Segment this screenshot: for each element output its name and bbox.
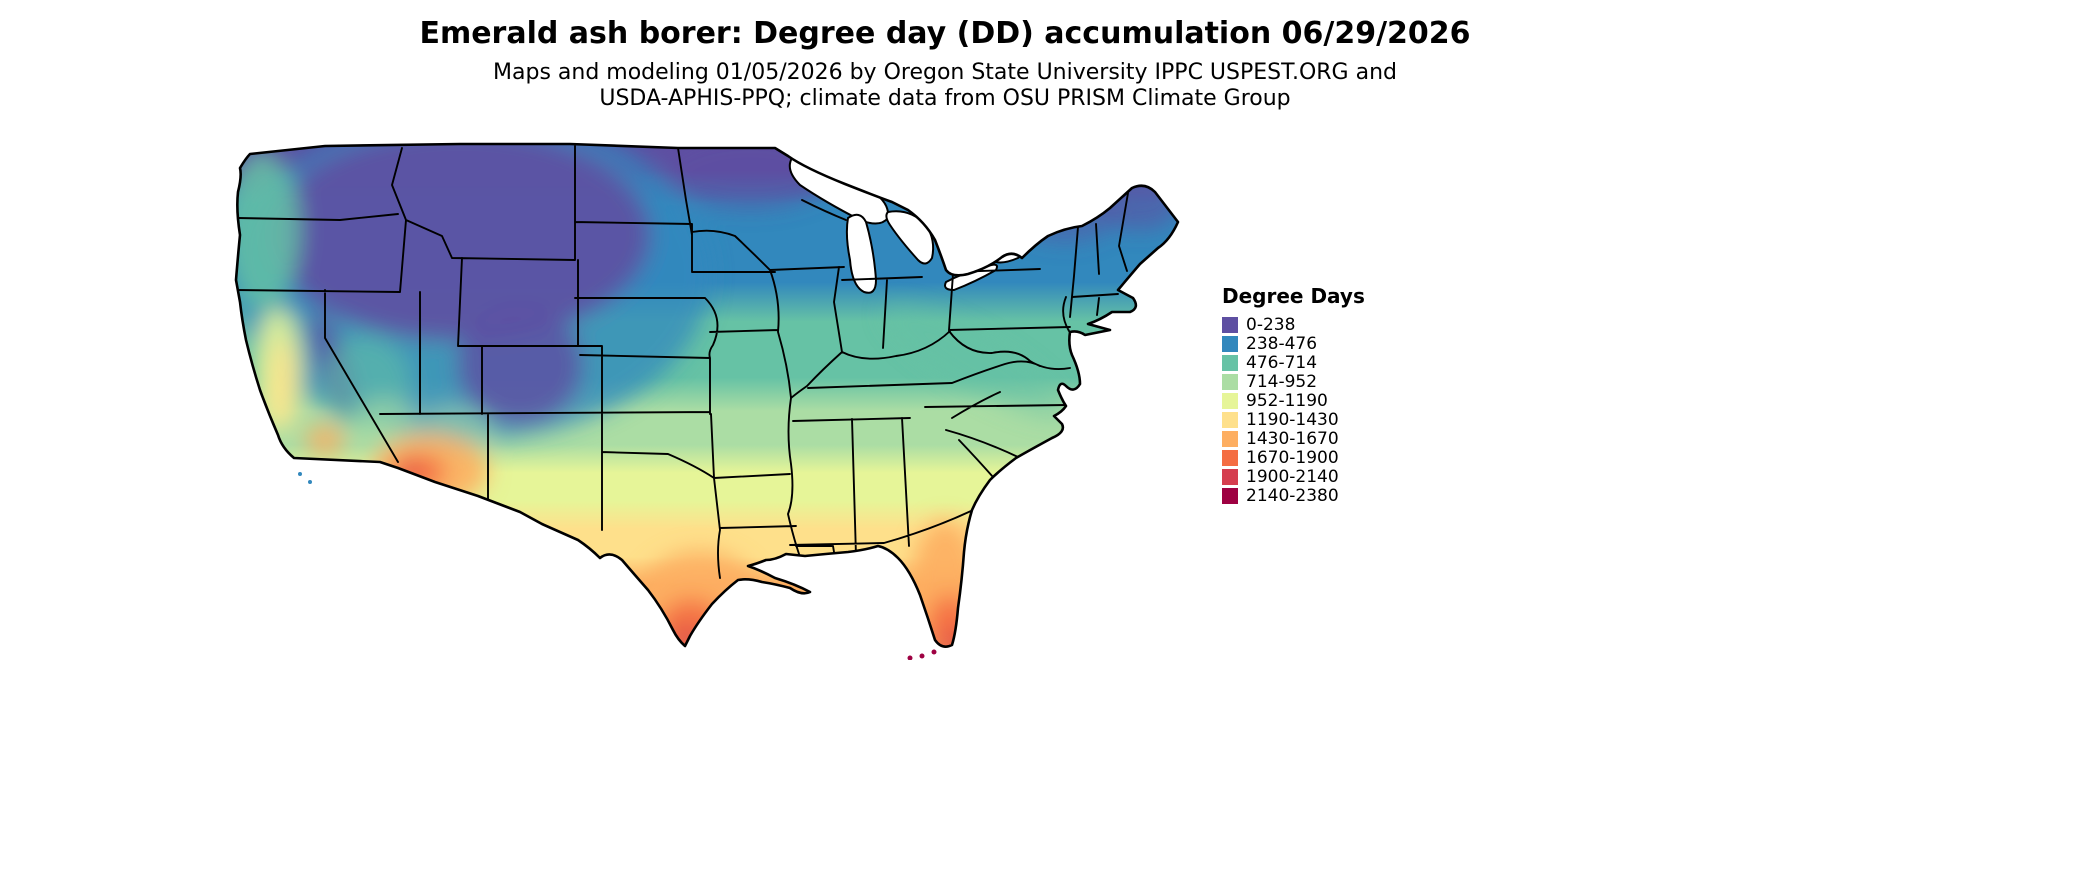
legend-label: 0-238	[1246, 315, 1296, 335]
island-dot	[308, 480, 312, 484]
pacific-nw-coast-teal	[236, 150, 300, 310]
legend-item: 476-714	[1222, 353, 1365, 373]
legend-swatch	[1222, 336, 1238, 352]
legend-item: 1430-1670	[1222, 429, 1365, 449]
legend-swatch	[1222, 393, 1238, 409]
legend-label: 1190-1430	[1246, 410, 1339, 430]
legend-label: 1670-1900	[1246, 448, 1339, 468]
south-texas-deep-orange	[658, 599, 724, 647]
figure-title: Emerald ash borer: Degree day (DD) accum…	[419, 16, 1471, 51]
colorado-rockies-purple	[458, 307, 582, 423]
channel-islands	[298, 472, 312, 484]
lake-michigan	[845, 213, 878, 294]
legend-swatch	[1222, 469, 1238, 485]
legend-item: 2140-2380	[1222, 486, 1365, 506]
keys-dot	[931, 649, 937, 655]
legend-label: 476-714	[1246, 353, 1318, 373]
california-valley-yellow	[268, 340, 296, 430]
legend-swatch	[1222, 450, 1238, 466]
florida-tip-red	[939, 633, 963, 647]
us-map-svg	[234, 142, 1180, 661]
us-degree-day-map	[230, 140, 1190, 661]
subtitle-line-2: USDA-APHIS-PPQ; climate data from OSU PR…	[599, 86, 1291, 111]
legend-swatch	[1222, 355, 1238, 371]
legend-label: 2140-2380	[1246, 486, 1339, 506]
subtitle-line-1: Maps and modeling 01/05/2026 by Oregon S…	[493, 60, 1397, 85]
mountain-west-purple-region	[270, 144, 650, 340]
legend-swatch	[1222, 488, 1238, 504]
legend-item: 714-952	[1222, 372, 1365, 392]
keys-dot	[919, 653, 925, 659]
legend-label: 952-1190	[1246, 391, 1328, 411]
legend-label: 1900-2140	[1246, 467, 1339, 487]
legend-swatch	[1222, 374, 1238, 390]
figure-subtitle: Maps and modeling 01/05/2026 by Oregon S…	[0, 60, 1890, 112]
legend-label: 238-476	[1246, 334, 1318, 354]
legend-swatch	[1222, 431, 1238, 447]
legend-swatch	[1222, 412, 1238, 428]
legend-item: 238-476	[1222, 334, 1365, 354]
legend-item: 1190-1430	[1222, 410, 1365, 430]
figure-header: Emerald ash borer: Degree day (DD) accum…	[0, 16, 1890, 112]
legend-item: 952-1190	[1222, 391, 1365, 411]
legend-label: 714-952	[1246, 372, 1318, 392]
legend-item: 1670-1900	[1222, 448, 1365, 468]
state-boundaries	[236, 145, 1129, 581]
florida-keys	[907, 649, 937, 661]
legend-item: 0-238	[1222, 315, 1365, 335]
socal-desert-orange	[305, 424, 345, 456]
map-fill-layer	[236, 144, 1178, 647]
maine-purple	[1098, 170, 1178, 230]
keys-dot	[907, 655, 913, 661]
legend-swatch	[1222, 317, 1238, 333]
legend-item: 1900-2140	[1222, 467, 1365, 487]
legend-label: 1430-1670	[1246, 429, 1339, 449]
us-outline	[234, 142, 1180, 648]
island-dot	[298, 472, 302, 476]
appalachian-teal	[883, 304, 1067, 420]
legend: Degree Days 0-238 238-476 476-714 714-95…	[1222, 284, 1365, 507]
legend-title: Degree Days	[1222, 284, 1365, 308]
rio-grande-red	[672, 629, 700, 647]
